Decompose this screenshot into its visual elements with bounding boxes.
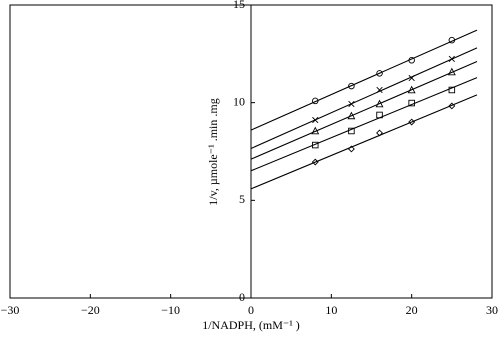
point bbox=[348, 127, 355, 135]
y-axis-label: 1/v, µmole⁻¹ .min .mg bbox=[206, 98, 220, 205]
fit-line bbox=[250, 61, 478, 160]
fit-line bbox=[250, 29, 478, 131]
point bbox=[347, 145, 355, 153]
point bbox=[347, 111, 356, 120]
point bbox=[408, 99, 415, 107]
point bbox=[448, 86, 456, 94]
point bbox=[408, 57, 415, 64]
fit-line bbox=[250, 77, 478, 172]
point bbox=[448, 36, 456, 44]
point bbox=[447, 67, 456, 76]
x-tick-label: 30 bbox=[486, 303, 498, 317]
x-tick-label: 10 bbox=[325, 303, 337, 317]
point bbox=[312, 97, 319, 105]
x-tick-label: −10 bbox=[161, 303, 180, 317]
point bbox=[448, 55, 455, 63]
fit-line bbox=[250, 47, 478, 149]
point bbox=[312, 141, 319, 149]
x-tick-label: −30 bbox=[1, 303, 20, 317]
point bbox=[376, 86, 383, 94]
point bbox=[408, 118, 416, 126]
point bbox=[376, 70, 383, 77]
point bbox=[448, 102, 456, 110]
point bbox=[375, 99, 384, 108]
point bbox=[311, 158, 319, 166]
y-tick-label: 15 bbox=[233, 0, 245, 11]
y-tick-label: 5 bbox=[239, 192, 245, 206]
y-tick-label: 0 bbox=[239, 290, 245, 304]
point bbox=[311, 126, 320, 135]
x-tick-label: 20 bbox=[406, 303, 418, 317]
x-axis-label: 1/NADPH, (mM⁻¹ ) bbox=[202, 318, 300, 332]
x-tick-label: 0 bbox=[248, 303, 254, 317]
x-tick-label: −20 bbox=[81, 303, 100, 317]
point bbox=[312, 116, 319, 124]
point bbox=[376, 129, 383, 137]
point bbox=[407, 85, 416, 94]
fit-line bbox=[250, 94, 478, 190]
point bbox=[376, 111, 383, 119]
y-tick-label: 10 bbox=[233, 94, 245, 108]
point bbox=[348, 82, 355, 90]
point bbox=[408, 74, 415, 82]
point bbox=[348, 100, 355, 108]
